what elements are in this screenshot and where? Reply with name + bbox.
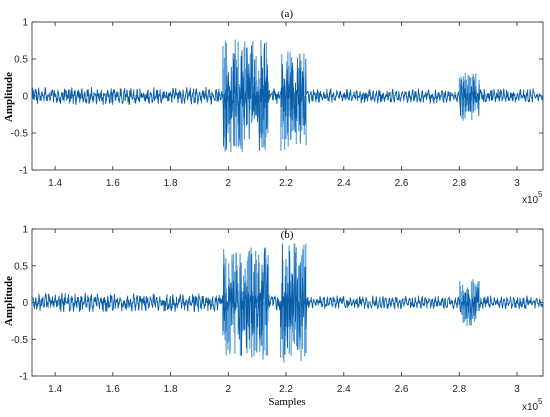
panel-a-xtick-label: 3: [514, 178, 520, 189]
panel-b-ytick-label: 1: [22, 225, 28, 236]
panel-a-xtick-label: 2.4: [337, 178, 351, 189]
panel-b-xtick-label: 2: [226, 384, 232, 395]
panel-b-xtick-label: 2.4: [337, 384, 351, 395]
panel-b-xtick-label: 3: [514, 384, 520, 395]
panel-b-xtick-label: 1.8: [164, 384, 178, 395]
panel-a-xtick-label: 2.8: [452, 178, 466, 189]
panel-a-ylabel: Amplitude: [3, 72, 15, 122]
panel-b-ytick-label: -0.5: [11, 335, 29, 346]
panel-b-xtick-label: 1.4: [48, 384, 62, 395]
panel-a-xtick-label: 1.4: [48, 178, 62, 189]
panel-b-exponent-base: x10: [522, 402, 539, 413]
panel-b-waveform: [31, 243, 544, 356]
panel-b-exponent-power: 5: [538, 397, 543, 406]
panel-a-ytick-label: 0: [22, 92, 28, 103]
panel-b-xtick-label: 2.2: [279, 384, 293, 395]
panel-b-xtick-label: 2.8: [452, 384, 466, 395]
panel-b-xlabel: Samples: [268, 396, 305, 408]
panel-a-ytick-label: 1: [22, 18, 28, 29]
panel-a: (a) Amplitude 1.4 1.6 1.8 2 2.2 2.4 2.6 2.8 3 -1 -…: [3, 8, 544, 206]
panel-b-xtick-label: 2.6: [395, 384, 409, 395]
panel-b-xtick-label: 1.6: [106, 384, 120, 395]
panel-b-title: (b): [281, 229, 294, 241]
panel-a-xtick-label: 1.8: [164, 178, 178, 189]
panel-b-ytick-label: 0.5: [14, 261, 28, 272]
panel-a-waveform: [31, 42, 544, 151]
panel-a-ytick-label: 0.5: [14, 55, 28, 66]
panel-b-ylabel: Amplitude: [3, 276, 15, 326]
panel-a-exponent-base: x10: [522, 195, 539, 206]
panel-a-xtick-label: 1.6: [106, 178, 120, 189]
panel-a-title: (a): [281, 8, 294, 20]
panel-a-plot: 1.4 1.6 1.8 2 2.2 2.4 2.6 2.8 3 -1 -0.5 0 0.5 1: [11, 18, 544, 189]
panel-a-ytick-label: -0.5: [11, 129, 29, 140]
panel-a-exponent-power: 5: [538, 190, 543, 199]
panel-a-xtick-label: 2: [226, 178, 232, 189]
panel-a-ytick-label: -1: [19, 166, 28, 177]
panel-b-plot: 1.4 1.6 1.8 2 2.2 2.4 2.6 2.8 3 -1 -0.5 0 0.5 1: [11, 225, 544, 395]
panel-b: (b) Amplitude 1.4 1.6 1.8 2 2.2 2.4 2.6 2.8 3 -1 -…: [3, 225, 544, 413]
panel-b-ytick-label: 0: [22, 298, 28, 309]
panel-a-xtick-label: 2.6: [395, 178, 409, 189]
panel-b-ytick-label: -1: [19, 372, 28, 383]
panel-a-xtick-label: 2.2: [279, 178, 293, 189]
